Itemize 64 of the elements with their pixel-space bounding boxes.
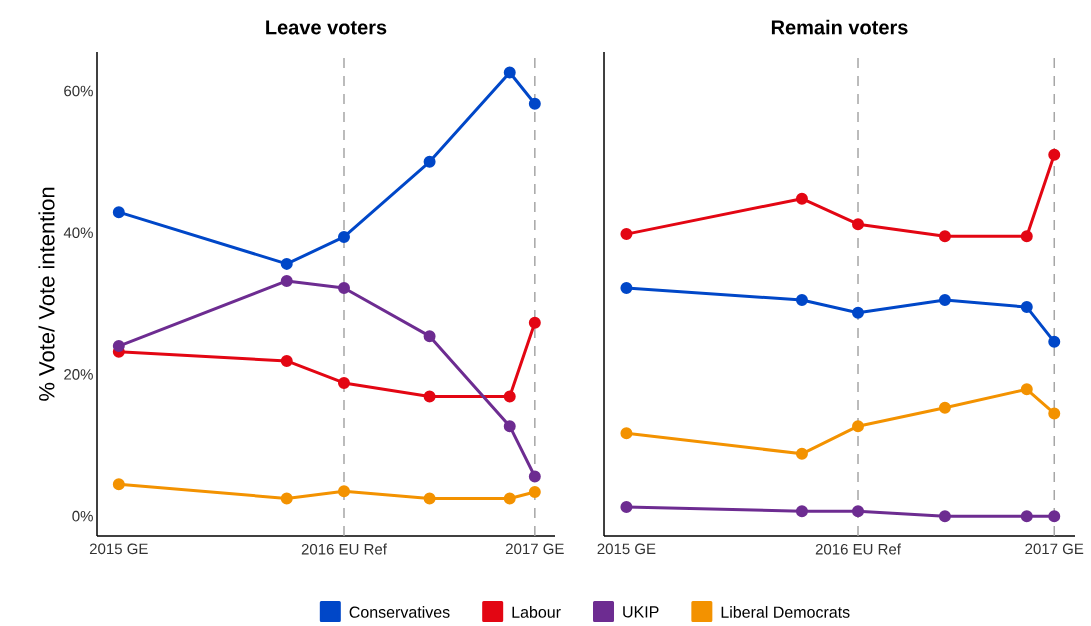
- point: [528, 470, 541, 483]
- point: [938, 230, 951, 243]
- legend-label: Conservatives: [349, 606, 450, 618]
- x-tick-label: 2015 GE: [89, 543, 148, 555]
- point: [795, 505, 808, 518]
- legend-label: Liberal Democrats: [721, 606, 850, 618]
- y-tick-label: 0%: [72, 510, 93, 522]
- point: [1048, 407, 1061, 420]
- x-tick-label: 2017 GE: [1025, 543, 1084, 555]
- point: [280, 492, 293, 505]
- point: [528, 97, 541, 110]
- point: [620, 281, 633, 294]
- point: [1048, 510, 1061, 523]
- y-tick-label: 20%: [64, 369, 93, 380]
- point: [795, 447, 808, 460]
- point: [423, 492, 436, 505]
- point: [938, 401, 951, 414]
- point: [1020, 301, 1033, 314]
- point: [938, 294, 951, 307]
- point: [1048, 335, 1061, 348]
- point: [112, 478, 125, 491]
- point: [337, 230, 350, 243]
- point: [337, 485, 350, 498]
- point: [620, 500, 633, 513]
- point: [280, 274, 293, 287]
- point: [1048, 148, 1061, 161]
- x-tick-label: 2016 EU Ref: [301, 543, 387, 555]
- x-tick-label: 2017 GE: [505, 543, 564, 555]
- legend-label: Labour: [512, 606, 561, 618]
- point: [503, 492, 516, 505]
- point: [852, 218, 865, 231]
- point: [503, 420, 516, 433]
- point: [852, 505, 865, 518]
- y-tick-label: 40%: [63, 227, 93, 239]
- point: [112, 340, 125, 353]
- point: [112, 206, 125, 219]
- point: [423, 390, 436, 403]
- y-tick-label: 60%: [64, 85, 93, 97]
- point: [423, 155, 436, 168]
- point: [528, 486, 541, 499]
- point: [795, 192, 808, 205]
- point: [1020, 230, 1033, 243]
- point: [620, 228, 633, 241]
- point: [1020, 383, 1033, 396]
- point: [620, 427, 633, 440]
- point: [795, 294, 808, 307]
- point: [503, 390, 516, 403]
- y-axis-title: % Vote/ Vote intention: [38, 187, 55, 401]
- point: [337, 281, 350, 294]
- point: [528, 316, 541, 329]
- point: [503, 66, 516, 79]
- point: [938, 510, 951, 523]
- point: [337, 376, 350, 389]
- chart-title: Leave voters: [266, 20, 387, 35]
- point: [280, 354, 293, 367]
- legend-label: UKIP: [623, 606, 659, 618]
- point: [423, 330, 436, 343]
- chart-title: Remain voters: [771, 19, 908, 35]
- point: [1020, 510, 1033, 523]
- x-tick-label: 2015 GE: [597, 543, 656, 555]
- point: [852, 420, 865, 433]
- point: [280, 257, 293, 270]
- point: [852, 306, 865, 319]
- x-tick-label: 2016 EU Ref: [815, 543, 901, 555]
